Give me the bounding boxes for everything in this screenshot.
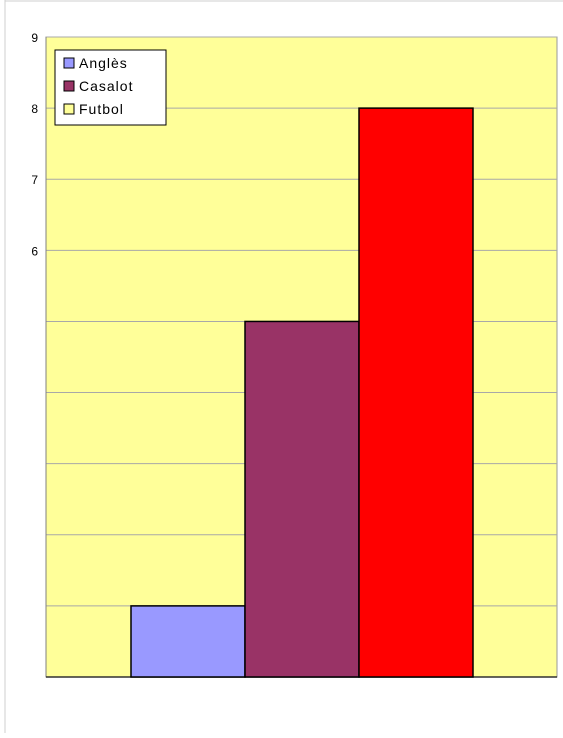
bar-casalot [244, 320, 360, 678]
bars [130, 107, 474, 678]
legend-label-angles: Anglès [79, 55, 128, 71]
legend-swatch-futbol [63, 103, 75, 115]
y-tick-label: 8 [31, 102, 38, 116]
bar-angles [130, 605, 246, 678]
legend: Anglès Casalot Futbol [54, 49, 167, 126]
legend-swatch-angles [63, 57, 75, 69]
y-tick-label: 6 [31, 244, 38, 258]
legend-label-futbol: Futbol [79, 101, 124, 117]
y-tick-label: 9 [31, 31, 38, 45]
legend-label-casalot: Casalot [79, 78, 133, 94]
bar-futbol [358, 107, 474, 678]
y-axis-ticks: 6 7 8 9 [31, 31, 38, 258]
legend-swatch-casalot [63, 80, 75, 92]
y-tick-label: 7 [31, 173, 38, 187]
